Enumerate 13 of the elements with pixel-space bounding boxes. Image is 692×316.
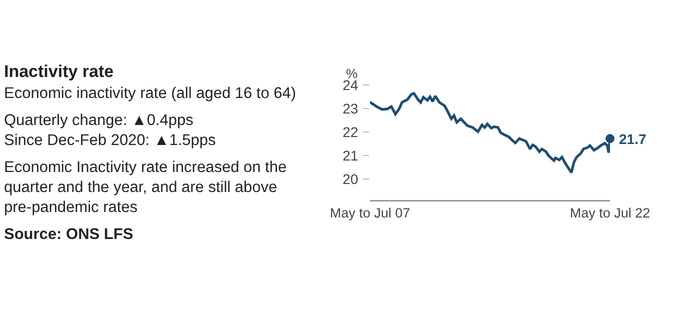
x-tick-label: May to Jul 07: [330, 206, 410, 221]
data-label: 21.7: [619, 131, 646, 147]
y-tick-label: 21: [342, 147, 358, 164]
text: Economic inactivity rate (all aged 16 to 64): [4, 84, 298, 104]
y-tick-label: 22: [342, 124, 358, 140]
y-tick-label: 23: [342, 100, 358, 116]
source-note: Source: ONS LFS: [4, 225, 134, 245]
y-tick-label: 20: [342, 170, 358, 187]
text: Inactivity rate: [4, 62, 115, 82]
text: Quarterly change: ▲0.4pps: [4, 111, 194, 131]
x-tick-label: May to Jul 22: [570, 206, 650, 221]
text: Economic Inactivity rate increased on the quarter and the year, and are still above pre-pandemic rates: [4, 158, 288, 218]
text: Since Dec-Feb 2020: ▲1.5pps: [4, 131, 217, 151]
